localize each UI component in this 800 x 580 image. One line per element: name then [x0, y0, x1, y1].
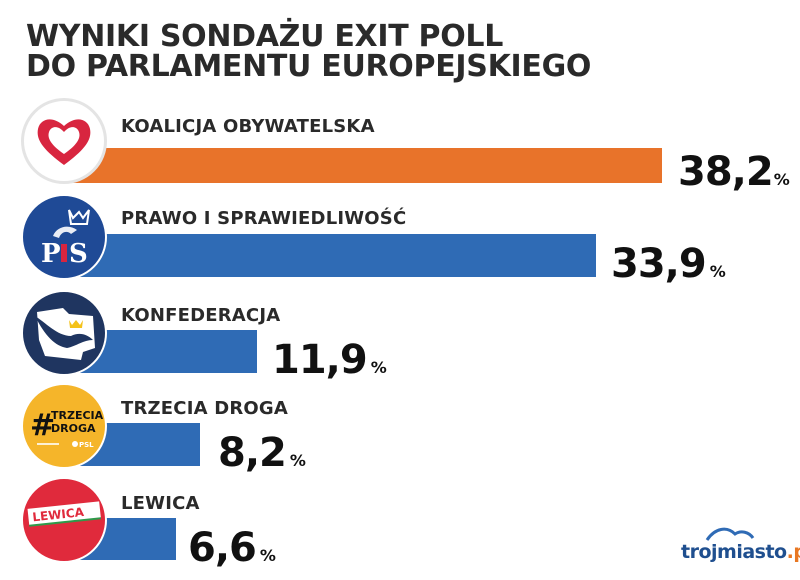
value-number: 11,9	[272, 337, 368, 383]
party-label: PRAWO I SPRAWIEDLIWOŚĆ	[121, 208, 407, 229]
trojmiasto-logo: trojmiasto.pl	[681, 541, 800, 563]
chart-title: WYNIKI SONDAŻU EXIT POLL DO PARLAMENTU E…	[26, 22, 591, 82]
svg-text:S: S	[69, 239, 88, 269]
pis-logo-icon: P S	[21, 194, 107, 280]
percent-sign: %	[773, 170, 790, 189]
svg-text:P: P	[41, 239, 61, 269]
party-label: KONFEDERACJA	[121, 305, 281, 326]
party-value: 11,9%	[272, 340, 387, 380]
svg-text:PSL: PSL	[79, 441, 94, 449]
percent-sign: %	[709, 262, 726, 281]
party-value: 33,9%	[611, 244, 726, 284]
value-number: 38,2	[678, 149, 774, 195]
svg-text:DROGA: DROGA	[51, 422, 96, 435]
lewica-logo-icon: LEWICA	[21, 477, 107, 563]
percent-sign: %	[370, 358, 387, 377]
chart-title-line2: DO PARLAMENTU EUROPEJSKIEGO	[26, 49, 592, 84]
party-label: TRZECIA DROGA	[121, 398, 288, 419]
svg-text:TRZECIA: TRZECIA	[51, 409, 104, 422]
value-number: 33,9	[611, 241, 707, 287]
party-label: KOALICJA OBYWATELSKA	[121, 116, 375, 137]
party-value: 6,6%	[188, 528, 276, 568]
party-value: 8,2%	[218, 433, 306, 473]
heart-icon	[21, 98, 107, 184]
value-number: 6,6	[188, 525, 257, 571]
brand-name: trojmiasto	[681, 541, 787, 563]
konfederacja-eagle-icon	[21, 290, 107, 376]
svg-text:#: #	[30, 408, 55, 443]
value-number: 8,2	[218, 430, 287, 476]
percent-sign: %	[289, 451, 306, 470]
bar-koalicja-obywatelska	[64, 148, 662, 183]
bar-prawo-i-sprawiedliwosc	[64, 234, 596, 277]
brand-tld: .pl	[786, 541, 800, 563]
party-value: 38,2%	[678, 152, 790, 192]
svg-text:LEWICA: LEWICA	[32, 505, 86, 524]
chart-title-line1: WYNIKI SONDAŻU EXIT POLL	[26, 19, 504, 54]
trzecia-droga-logo-icon: # TRZECIA DROGA PSL	[21, 383, 107, 469]
percent-sign: %	[259, 546, 276, 565]
trojmiasto-wave-icon	[705, 527, 755, 541]
party-label: LEWICA	[121, 493, 200, 514]
